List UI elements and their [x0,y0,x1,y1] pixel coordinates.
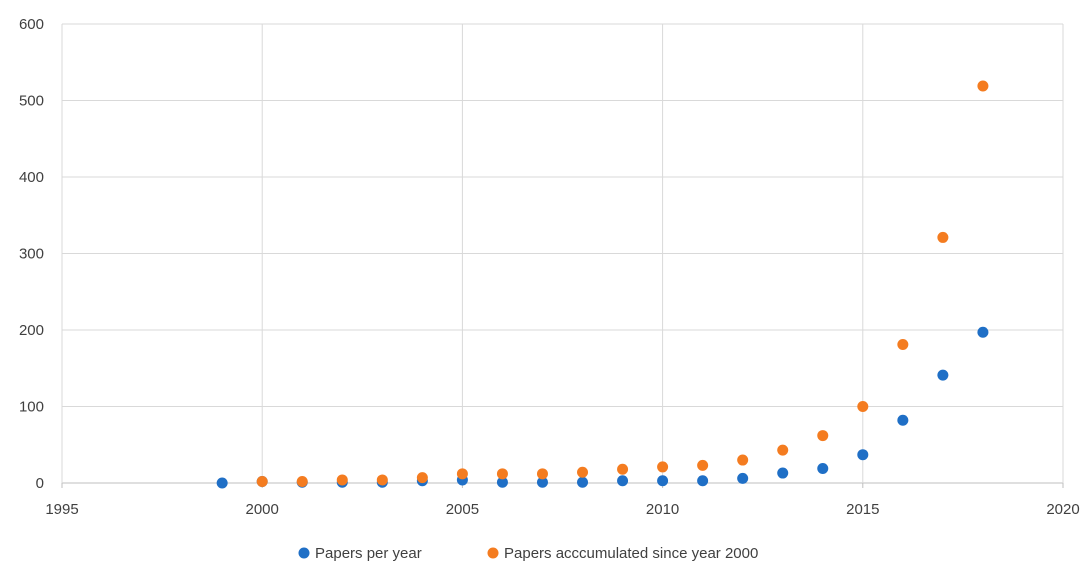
data-point [376,474,388,486]
data-point [777,444,789,456]
data-point [536,468,548,480]
data-point [496,476,508,488]
y-tick-label: 600 [19,16,44,33]
data-point [817,430,829,442]
y-tick-label: 0 [36,475,44,492]
axes: 0 100 200 300 400 500 600 1995 2000 2005 2010 2015 2… [19,16,1080,518]
legend-label: Papers acccumulated since year 2000 [504,545,758,562]
data-point [456,468,468,480]
data-point [496,468,508,480]
data-point [336,474,348,486]
data-point [897,339,909,351]
data-point [697,475,709,487]
data-point [897,414,909,426]
data-point [977,80,989,92]
legend-marker [487,547,499,559]
x-tick-label: 2015 [846,501,879,518]
y-tick-label: 500 [19,93,44,110]
data-point [577,466,589,478]
data-point [256,475,268,487]
data-point [817,462,829,474]
y-tick-label: 400 [19,169,44,186]
data-point [657,461,669,473]
data-point [617,475,629,487]
data-point [536,476,548,488]
x-tick-label: 2000 [246,501,279,518]
y-tick-label: 100 [19,399,44,416]
data-point [577,476,589,488]
data-point [737,472,749,484]
x-tick-label: 2005 [446,501,479,518]
data-point [937,369,949,381]
series-2 [256,80,989,487]
y-tick-label: 200 [19,322,44,339]
data-point [657,475,669,487]
data-point [857,401,869,412]
data-point [857,449,869,461]
series-1 [216,326,989,489]
legend-label: Papers per year [315,545,422,562]
data-point [296,475,308,487]
x-tick-label: 2010 [646,501,679,518]
legend: Papers per year Papers acccumulated since… [298,545,758,562]
data-point [416,472,428,484]
data-series [216,80,989,489]
data-point [777,467,789,479]
legend-marker [298,547,310,559]
data-point [977,326,989,338]
data-point [737,454,749,466]
x-tick-label: 1995 [45,501,78,518]
grid-lines [61,23,1064,488]
x-tick-label: 2020 [1046,501,1079,518]
data-point [937,231,949,243]
data-point [617,463,629,475]
y-tick-label: 300 [19,246,44,263]
data-point [216,477,228,489]
data-point [697,459,709,471]
